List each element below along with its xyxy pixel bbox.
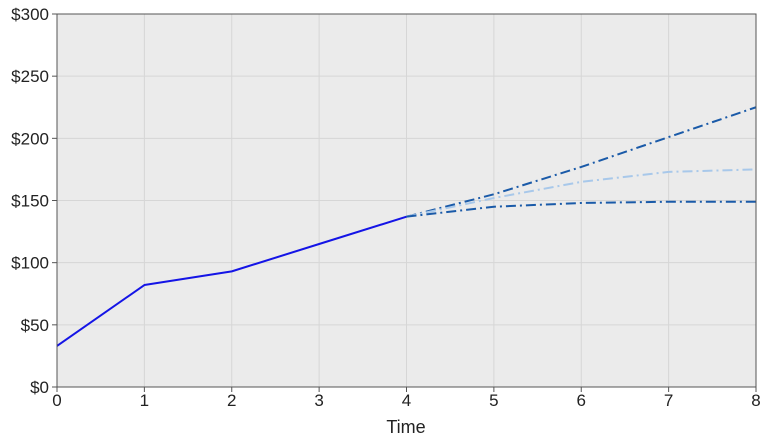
projection-line-3 bbox=[406, 200, 756, 218]
x-axis-title: Time bbox=[386, 417, 425, 437]
x-tick-label: 4 bbox=[402, 391, 411, 410]
plot-frame bbox=[56, 13, 757, 388]
axes bbox=[52, 13, 757, 392]
y-tick-labels: $0 $50 $100 $150 $200 $250 $300 bbox=[11, 5, 49, 397]
x-tick-label: 6 bbox=[577, 391, 586, 410]
x-tick-label: 3 bbox=[314, 391, 323, 410]
x-tick-label: 2 bbox=[227, 391, 236, 410]
y-tick-label: $300 bbox=[11, 5, 49, 24]
y-tick-label: $150 bbox=[11, 192, 49, 211]
x-tick-labels: 0 1 2 3 4 5 6 7 8 bbox=[52, 391, 760, 410]
x-tick-label: 8 bbox=[751, 391, 760, 410]
y-tick-label: $100 bbox=[11, 254, 49, 273]
y-tick-label: $50 bbox=[21, 316, 49, 335]
x-tick-label: 5 bbox=[489, 391, 498, 410]
y-tick-label: $250 bbox=[11, 67, 49, 86]
x-tick-label: 7 bbox=[664, 391, 673, 410]
historical-line bbox=[56, 215, 407, 347]
projection-line-2 bbox=[406, 168, 757, 218]
grid-lines bbox=[57, 14, 756, 387]
projection-line-1 bbox=[406, 106, 757, 218]
series-lines bbox=[56, 106, 757, 347]
x-tick-label: 1 bbox=[140, 391, 149, 410]
y-tick-label: $200 bbox=[11, 129, 49, 148]
y-tick-label: $0 bbox=[30, 378, 49, 397]
x-tick-label: 0 bbox=[52, 391, 61, 410]
